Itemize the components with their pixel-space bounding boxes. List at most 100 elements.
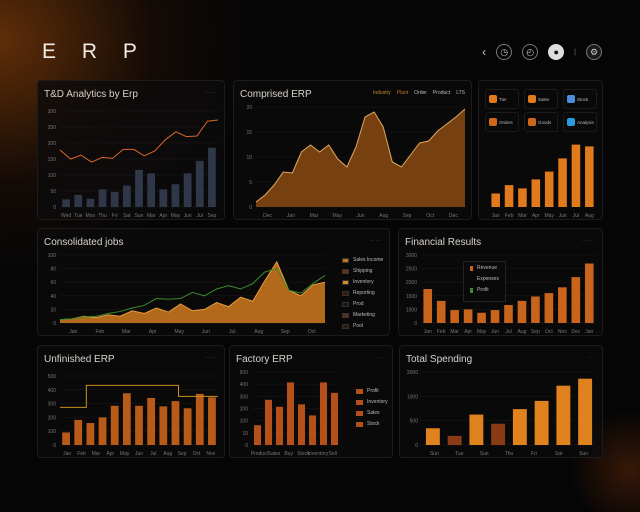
legend-item[interactable]: Shipping: [342, 268, 383, 274]
bar: [171, 184, 180, 207]
legend-item[interactable]: Sales: [367, 410, 380, 416]
series-line: [59, 268, 326, 321]
bar: [286, 382, 295, 445]
more-icon[interactable]: ···· ··: [204, 355, 216, 361]
x-tick-label: Sun: [579, 451, 588, 457]
bar: [571, 144, 581, 207]
x-tick-label: Jun: [184, 213, 192, 219]
legend-item[interactable]: Inventory: [342, 279, 383, 285]
tooltip-legend: Revenue Expenses Profit: [463, 261, 506, 302]
bar: [147, 173, 156, 207]
x-tick-label: Jun: [202, 329, 210, 335]
x-tick-label: Aug: [518, 329, 527, 335]
timer-icon[interactable]: ◴: [522, 44, 539, 60]
settings-icon[interactable]: ⚙: [586, 44, 602, 60]
legend-item[interactable]: Product: [432, 90, 451, 96]
kpi-tile[interactable]: Goods: [524, 112, 558, 132]
y-tick-label: 5: [249, 180, 252, 186]
y-tick-label: 100: [48, 429, 57, 435]
legend-item[interactable]: Inventory: [367, 399, 388, 405]
more-icon[interactable]: ··· ···: [369, 238, 381, 244]
more-icon[interactable]: ··· ···: [204, 90, 216, 96]
panel-factory-erp: Factory ERP · ·· 0 10 100 200 300 400 500 Produ…: [229, 345, 393, 458]
bar: [477, 312, 486, 323]
more-icon[interactable]: · ··: [587, 355, 594, 361]
bar: [171, 401, 180, 445]
bar: [208, 147, 216, 207]
bar: [425, 428, 440, 445]
x-tick-label: Sales: [268, 451, 281, 457]
legend-swatch: [342, 268, 349, 274]
legend-item[interactable]: Marketing: [342, 312, 383, 318]
chart-comprised-erp: 0 5 10 15 20 Dec Jan Mar May Jun Aug Sep Oct Dec: [246, 105, 466, 219]
clock-icon[interactable]: ◷: [496, 44, 513, 60]
legend-label: Shipping: [353, 268, 373, 274]
x-tick-label: Product: [251, 451, 269, 457]
bar: [86, 198, 95, 207]
x-tick-label: Sep: [281, 329, 290, 335]
notification-icon[interactable]: ●: [548, 44, 565, 60]
legend-item[interactable]: Order: [414, 90, 427, 96]
x-tick-label: May: [120, 451, 130, 457]
y-tick-label: 0: [415, 443, 418, 449]
kpi-tile[interactable]: Analysis: [563, 112, 597, 132]
x-tick-label: Apr: [159, 213, 167, 219]
back-icon[interactable]: ‹: [482, 45, 487, 59]
y-tick-label: 1000: [406, 307, 417, 313]
y-tick-label: 40: [50, 294, 56, 300]
bar: [122, 393, 131, 445]
more-icon[interactable]: · ··: [377, 355, 384, 361]
more-icon[interactable]: ···· ··: [582, 238, 594, 244]
bar: [330, 392, 339, 445]
legend-item[interactable]: Pool: [342, 323, 383, 329]
y-tick-label: 50: [50, 189, 56, 195]
legend-item[interactable]: Reporting: [342, 290, 383, 296]
x-tick-label: Stock: [297, 451, 310, 457]
x-tick-label: Jul: [573, 213, 579, 219]
kpi-tile[interactable]: Tier: [485, 89, 519, 109]
chart-kpi-bars: Jan Feb Mar Apr May Jun Jul Aug: [491, 144, 594, 219]
x-tick-label: Mar: [147, 213, 156, 219]
tile-label: Analysis: [577, 119, 594, 125]
y-tick-label: 300: [48, 109, 57, 115]
bar: [504, 304, 513, 323]
kpi-tile[interactable]: Stock: [563, 89, 597, 109]
y-tick-label: 0: [53, 321, 56, 327]
legend-swatch: [342, 312, 349, 318]
bar: [319, 382, 328, 445]
legend-item[interactable]: Plant: [396, 90, 409, 96]
x-tick-label: Oct: [426, 213, 434, 219]
x-tick-label: Mar: [92, 451, 101, 457]
bar: [518, 188, 527, 207]
legend-item[interactable]: LTS: [456, 90, 465, 96]
legend: Industry Plant Order Product LTS: [373, 90, 465, 96]
bar: [571, 277, 581, 323]
bar: [110, 405, 119, 445]
legend-item[interactable]: Profit: [367, 388, 379, 394]
y-tick-label: 300: [48, 402, 57, 408]
legend-item[interactable]: Stock: [367, 421, 380, 427]
legend-item[interactable]: Prod: [342, 301, 383, 307]
legend-item: Profit: [477, 287, 489, 293]
y-tick-label: 250: [48, 125, 57, 131]
y-tick-label: 100: [48, 253, 57, 259]
legend-item[interactable]: Industry: [372, 90, 391, 96]
kpi-tile[interactable]: Orders: [485, 112, 519, 132]
x-tick-label: Feb: [505, 213, 514, 219]
panel-title: Consolidated jobs: [44, 237, 124, 248]
chart-unfinished-erp: 0 100 200 300 400 500 Jan Feb Mar Apr May Jun Jul Aug…: [48, 374, 218, 457]
y-tick-label: 500: [240, 370, 249, 376]
panel-consolidated: Consolidated jobs ··· ··· 0 20 40 60 80 100 Ja…: [37, 228, 390, 336]
y-tick-label: 0: [53, 443, 56, 449]
x-tick-label: Mar: [518, 213, 527, 219]
kpi-tile[interactable]: Sales: [524, 89, 558, 109]
legend-item[interactable]: Sales Income: [342, 257, 383, 263]
tile-icon: [528, 95, 536, 103]
x-tick-label: May: [333, 213, 343, 219]
x-tick-label: Fri: [531, 451, 537, 457]
bar: [447, 435, 462, 445]
legend-label: Prod: [353, 301, 364, 307]
y-tick-label: 0: [245, 443, 248, 449]
x-tick-label: Jun: [491, 329, 499, 335]
bar: [558, 287, 567, 323]
